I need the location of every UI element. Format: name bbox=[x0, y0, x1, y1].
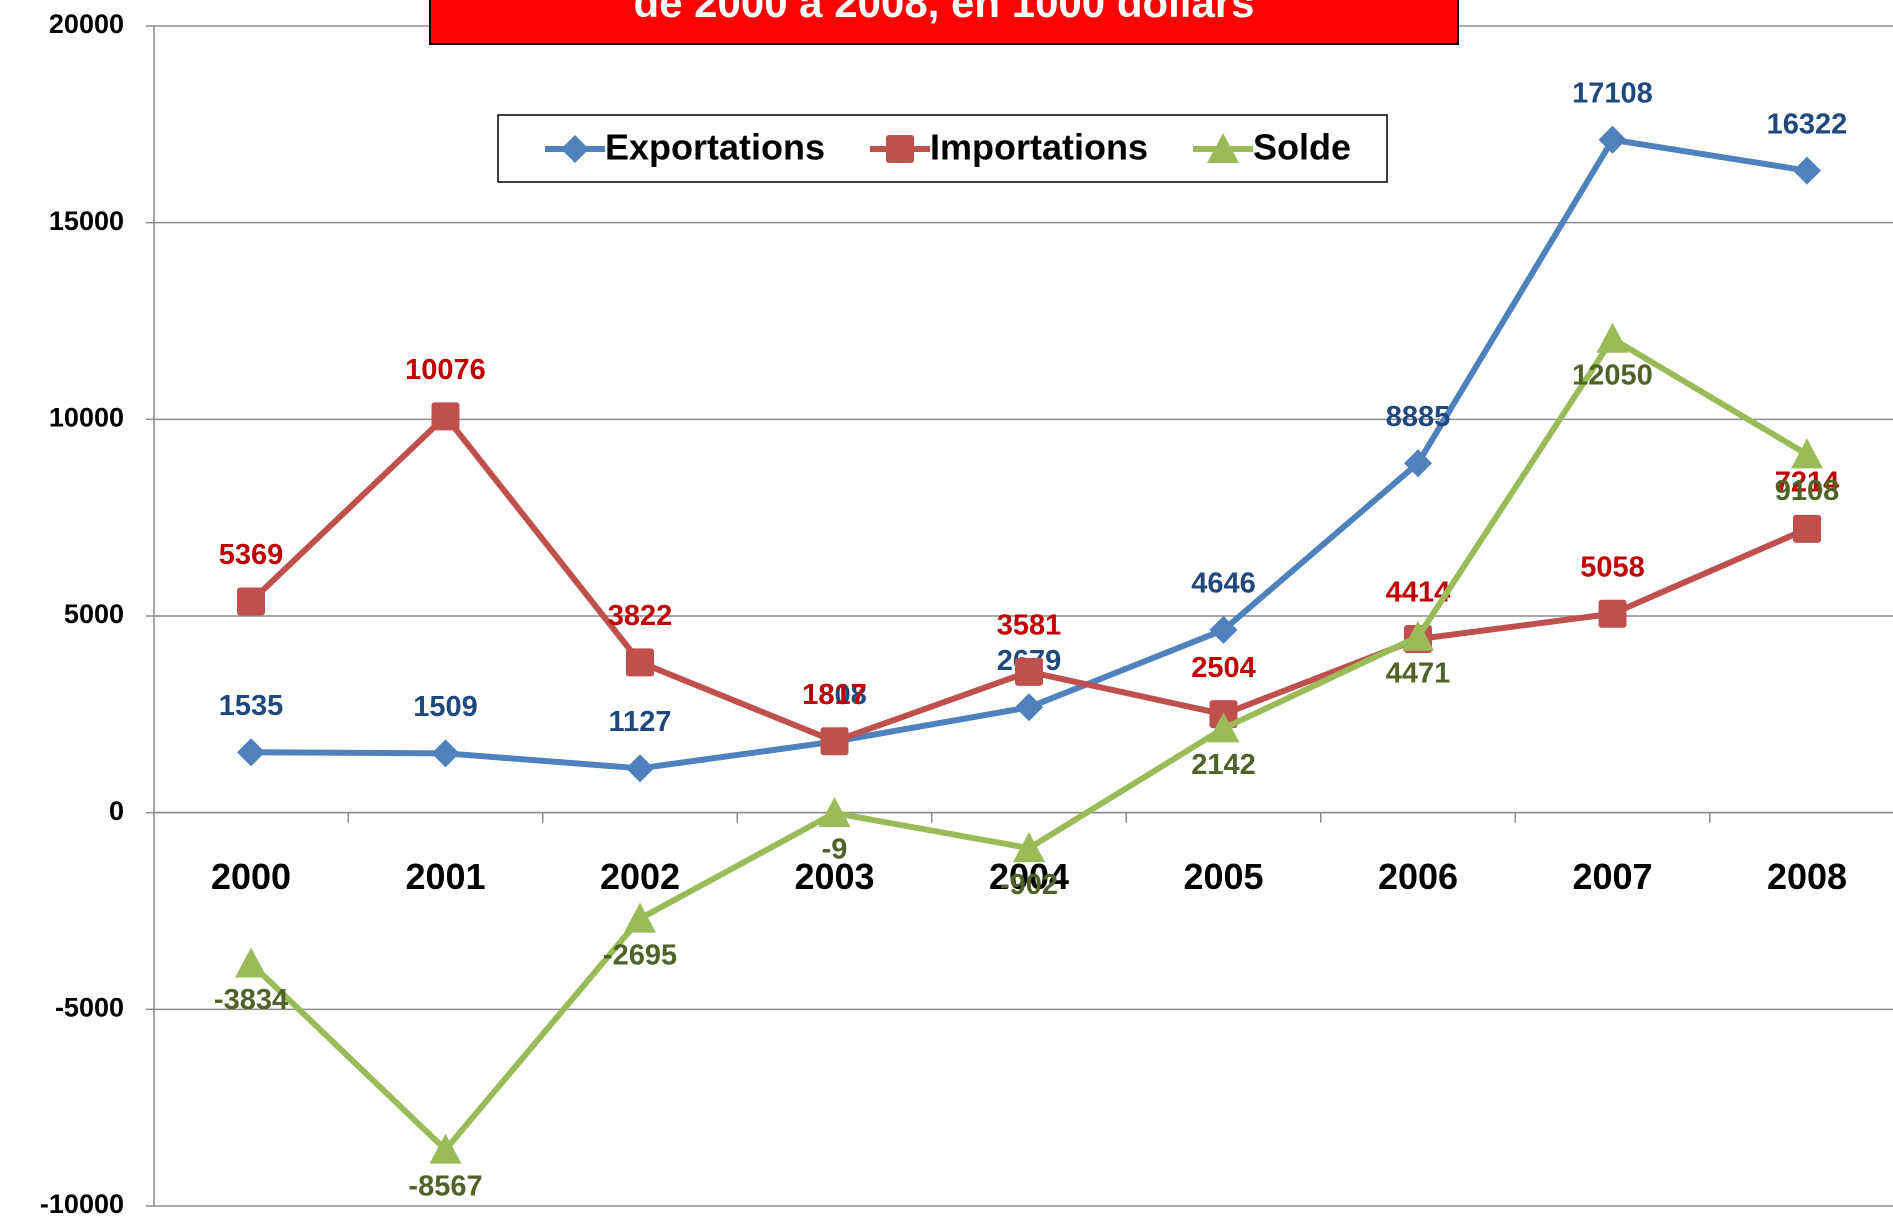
y-tick-label: 15000 bbox=[49, 206, 124, 236]
marker bbox=[561, 135, 589, 163]
x-tick-label: 2005 bbox=[1183, 856, 1263, 897]
data-label: 7214 bbox=[1775, 467, 1840, 499]
y-tick-label: 0 bbox=[109, 796, 124, 826]
y-tick-label: -10000 bbox=[40, 1189, 124, 1219]
chart-title: de 2000 à 2008, en 1000 dollars bbox=[633, 0, 1254, 26]
marker bbox=[886, 135, 915, 163]
data-label: -3834 bbox=[214, 984, 288, 1016]
x-tick-label: 2004 bbox=[989, 856, 1069, 897]
marker bbox=[429, 1133, 462, 1164]
data-label: 12050 bbox=[1572, 359, 1653, 391]
data-label: 2142 bbox=[1191, 749, 1256, 781]
marker bbox=[624, 902, 656, 933]
data-label: 5058 bbox=[1580, 551, 1645, 583]
marker bbox=[1404, 449, 1432, 478]
legend-label: Solde bbox=[1253, 127, 1351, 168]
data-label: 1808 bbox=[802, 679, 867, 711]
marker bbox=[1209, 615, 1238, 644]
x-tick-label: 2001 bbox=[405, 856, 485, 897]
marker bbox=[237, 587, 265, 616]
title-box bbox=[429, 0, 1459, 45]
data-label: -2695 bbox=[603, 939, 677, 971]
marker bbox=[1015, 657, 1043, 686]
data-label: 10076 bbox=[405, 354, 486, 386]
x-tick-label: 2000 bbox=[211, 856, 291, 897]
data-label: 1127 bbox=[609, 706, 672, 738]
x-tick-label: 2007 bbox=[1572, 856, 1652, 897]
marker bbox=[1793, 514, 1821, 543]
y-tick-label: 20000 bbox=[49, 9, 124, 39]
data-label: 3581 bbox=[997, 609, 1062, 641]
x-tick-label: 2006 bbox=[1378, 856, 1458, 897]
marker bbox=[1598, 599, 1627, 628]
data-label: 1817 bbox=[802, 679, 867, 711]
marker bbox=[1207, 712, 1240, 743]
legend-label: Importations bbox=[930, 127, 1148, 168]
marker bbox=[431, 402, 460, 431]
data-label: 16322 bbox=[1767, 108, 1848, 140]
marker bbox=[1793, 156, 1821, 185]
marker bbox=[1791, 438, 1823, 469]
data-label: 4646 bbox=[1191, 568, 1256, 600]
marker bbox=[818, 797, 851, 828]
marker bbox=[626, 754, 654, 783]
data-label: 17108 bbox=[1572, 77, 1653, 109]
data-label: 9108 bbox=[1775, 475, 1840, 507]
marker bbox=[820, 727, 849, 756]
data-label: 8885 bbox=[1386, 401, 1451, 433]
legend: Exportations Importations Solde bbox=[545, 127, 1351, 168]
marker bbox=[431, 739, 460, 768]
marker bbox=[1402, 620, 1434, 651]
data-label: 1535 bbox=[219, 690, 284, 722]
legend-label: Exportations bbox=[605, 127, 825, 168]
y-tick-label: -5000 bbox=[55, 992, 124, 1022]
y-tick-label: 5000 bbox=[64, 599, 124, 629]
marker bbox=[1598, 125, 1627, 154]
marker bbox=[235, 947, 267, 978]
marker bbox=[1596, 322, 1629, 353]
data-label: 5369 bbox=[219, 539, 284, 571]
data-label: -9 bbox=[822, 834, 848, 866]
data-label: 1509 bbox=[413, 691, 478, 723]
data-label: 2504 bbox=[1191, 652, 1256, 684]
marker bbox=[237, 738, 265, 767]
marks: 1535150911271808267946468885171081632253… bbox=[214, 77, 1847, 1202]
x-tick-label: 2002 bbox=[600, 856, 680, 897]
data-label: 3822 bbox=[608, 600, 673, 632]
marker bbox=[1207, 133, 1240, 163]
data-label: -902 bbox=[1000, 869, 1058, 901]
y-tick-label: 10000 bbox=[49, 402, 124, 432]
data-label: 4471 bbox=[1386, 657, 1451, 689]
data-label: -8567 bbox=[408, 1170, 482, 1202]
marker bbox=[1015, 693, 1043, 722]
x-tick-label: 2003 bbox=[794, 856, 874, 897]
x-tick-label: 2008 bbox=[1767, 856, 1847, 897]
marker bbox=[1013, 832, 1045, 863]
marker bbox=[626, 648, 654, 677]
